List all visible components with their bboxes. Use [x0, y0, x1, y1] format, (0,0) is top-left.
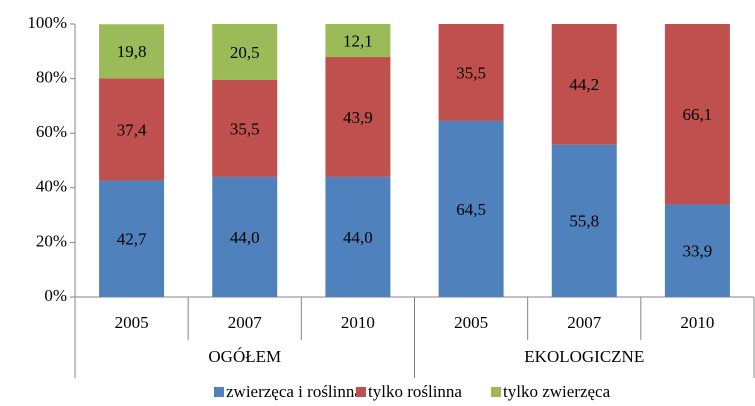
x-tick-label: 2005	[454, 313, 488, 332]
y-tick-label: 0%	[44, 286, 67, 305]
data-label: 44,2	[569, 75, 599, 94]
data-label: 66,1	[683, 105, 713, 124]
data-label: 44,0	[230, 228, 260, 247]
bar-segment	[325, 57, 391, 177]
y-tick-label: 60%	[36, 122, 67, 141]
bar-segment	[551, 24, 617, 145]
x-tick-label: 2005	[115, 313, 149, 332]
x-tick-label: 2010	[680, 313, 714, 332]
legend-swatch	[356, 387, 366, 397]
data-label: 64,5	[456, 200, 486, 219]
data-label: 19,8	[117, 42, 147, 61]
legend-swatch	[214, 387, 224, 397]
y-tick-label: 20%	[36, 231, 67, 250]
data-label: 35,5	[230, 119, 260, 138]
y-tick-label: 100%	[27, 13, 67, 32]
bar-segment	[99, 180, 165, 297]
data-label: 35,5	[456, 63, 486, 82]
data-label: 37,4	[117, 120, 147, 139]
x-tick-label: 2010	[341, 313, 375, 332]
x-tick-label: 2007	[567, 313, 602, 332]
data-label: 55,8	[569, 212, 599, 231]
bar-segment	[99, 24, 165, 79]
bar-segment	[664, 204, 730, 297]
group-label: OGÓŁEM	[208, 347, 281, 366]
bar-segment	[212, 79, 278, 177]
data-label: 43,9	[343, 108, 373, 127]
bar-segment	[99, 78, 165, 181]
bar-segment	[212, 176, 278, 297]
data-label: 20,5	[230, 43, 260, 62]
bar-segment	[325, 176, 391, 297]
bar-segment	[664, 24, 730, 205]
bar-segment	[212, 24, 278, 80]
data-label: 12,1	[343, 31, 373, 50]
bar-segment	[551, 144, 617, 297]
legend-label: tylko roślinna	[368, 382, 462, 401]
data-label: 42,7	[117, 230, 147, 249]
data-label: 44,0	[343, 228, 373, 247]
bar-segment	[325, 24, 391, 58]
legend-label: tylko zwierzęca	[503, 382, 611, 401]
data-label: 33,9	[683, 242, 713, 261]
bar-segment	[438, 120, 504, 297]
legend-label: zwierzęca i roślinna	[226, 382, 362, 401]
bar-segment	[438, 24, 504, 121]
y-tick-label: 40%	[36, 177, 67, 196]
group-label: EKOLOGICZNE	[524, 347, 644, 366]
y-tick-label: 80%	[36, 68, 67, 87]
x-tick-label: 2007	[228, 313, 263, 332]
legend-swatch	[491, 387, 501, 397]
